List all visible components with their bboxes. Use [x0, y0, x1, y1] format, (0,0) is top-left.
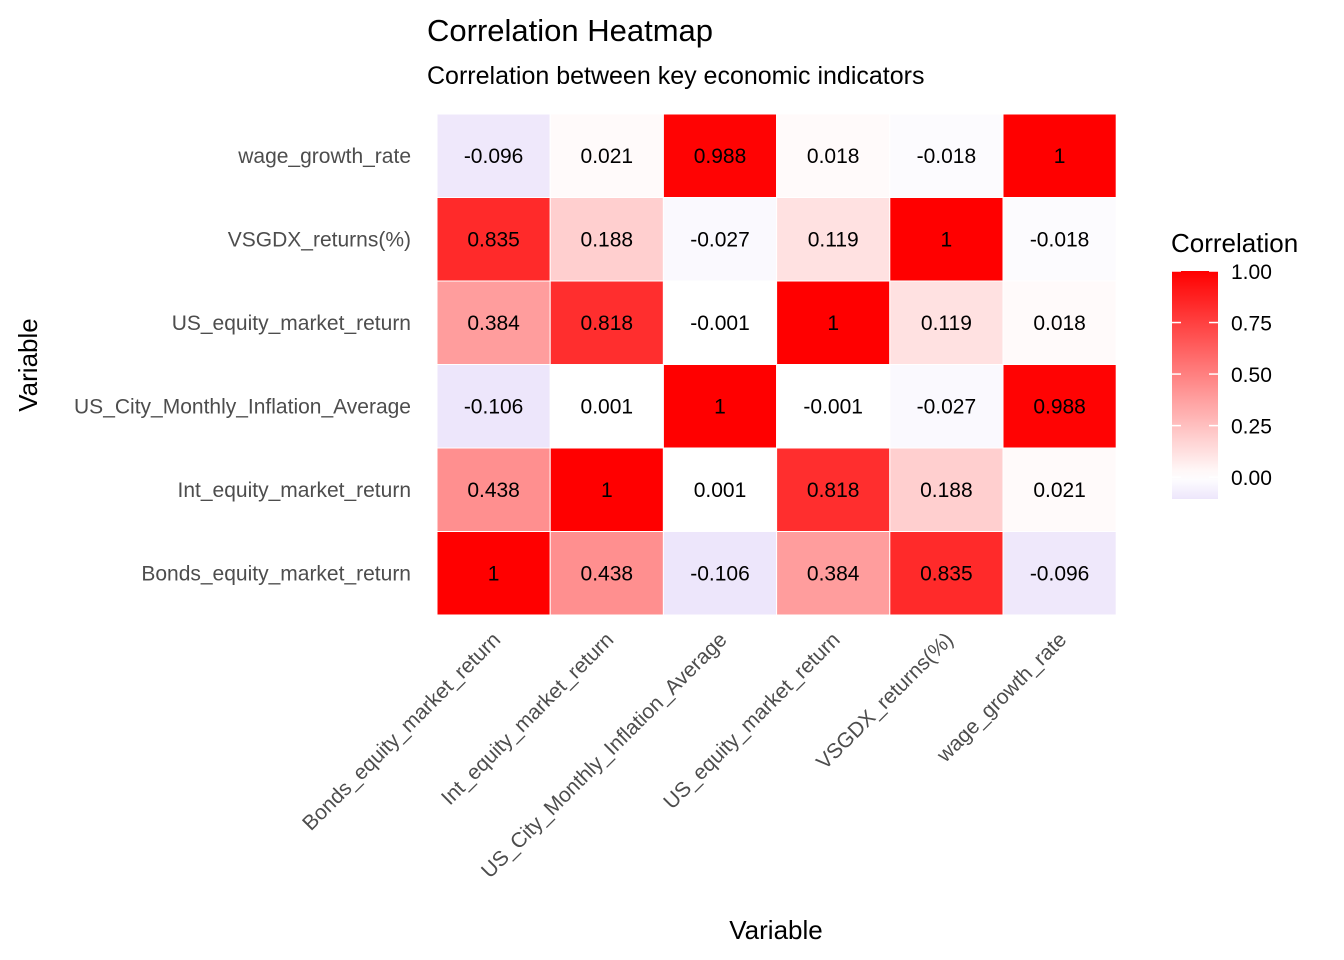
heatmap-cell: [436, 531, 551, 616]
heatmap-cell-label: -0.027: [917, 395, 977, 418]
heatmap-cells: [436, 113, 1117, 616]
x-axis-title: Variable: [729, 915, 822, 945]
y-axis-tick-label: Bonds_equity_market_return: [141, 562, 411, 585]
x-axis-tick-label: Bonds_equity_market_return: [298, 628, 505, 835]
heatmap-cell: [436, 113, 551, 198]
y-axis-tick-label: wage_growth_rate: [237, 145, 411, 168]
heatmap-cell-label: 0.438: [467, 479, 520, 502]
heatmap-cell: [662, 280, 778, 365]
heatmap-cell: [549, 447, 664, 532]
heatmap-cell-label: 0.001: [694, 479, 747, 502]
heatmap-cell: [436, 280, 551, 365]
heatmap-cell: [776, 447, 891, 532]
heatmap-cell-label: -0.018: [917, 145, 977, 168]
heatmap-cell-label: -0.096: [464, 145, 524, 168]
heatmap-cell: [889, 197, 1004, 282]
heatmap-cell: [1002, 447, 1117, 532]
heatmap-cell-label: 0.818: [581, 312, 634, 335]
heatmap-cell: [436, 364, 551, 449]
heatmap-cell: [436, 197, 551, 282]
heatmap-cell-label: -0.001: [803, 395, 863, 418]
heatmap-cell-label: 1: [714, 395, 726, 418]
heatmap-cell: [889, 531, 1004, 616]
heatmap-cell: [889, 364, 1004, 449]
y-axis-tick-label: VSGDX_returns(%): [228, 228, 411, 251]
heatmap-cell: [889, 280, 1004, 365]
heatmap-cell: [889, 113, 1004, 198]
heatmap-cell: [436, 447, 551, 532]
heatmap-cell-label: 0.438: [581, 562, 634, 585]
heatmap-cell-label: 0.021: [581, 145, 634, 168]
y-axis-tick-label: Int_equity_market_return: [178, 479, 411, 502]
heatmap-cell-label: 0.188: [920, 479, 973, 502]
heatmap-cell-label: -0.106: [690, 562, 750, 585]
heatmap-cell-label: -0.001: [690, 312, 750, 335]
heatmap-cell-label: 1: [1054, 145, 1066, 168]
heatmap-cell-label: 0.818: [807, 479, 860, 502]
heatmap-cell-label: -0.018: [1030, 228, 1090, 251]
heatmap-cell: [1002, 197, 1117, 282]
y-axis-tick-label: US_City_Monthly_Inflation_Average: [74, 395, 411, 418]
heatmap-cell-label: 0.835: [920, 562, 973, 585]
heatmap-cell: [1002, 531, 1117, 616]
heatmap-cell: [662, 447, 778, 532]
legend-ticks: 1.00 0.75 0.50 0.25 0.00: [1172, 261, 1272, 490]
heatmap-cell: [776, 364, 891, 449]
heatmap-cell: [776, 531, 891, 616]
heatmap-cell-label: 0.988: [694, 145, 747, 168]
heatmap-cell-label: 0.188: [581, 228, 634, 251]
y-axis-title: Variable: [13, 318, 43, 411]
heatmap-cell: [1002, 280, 1117, 365]
heatmap-cell-label: 0.384: [467, 312, 520, 335]
heatmap-cell: [776, 197, 891, 282]
color-legend: Correlation 1.00 0.75 0.50 0.25 0.00: [1171, 228, 1298, 499]
heatmap-cell-labels: 1 0.438 -0.106 0.384 0.835 -0.096 0.438 1 0.001 0…: [464, 145, 1090, 586]
heatmap-cell: [549, 280, 664, 365]
heatmap-cell: [662, 364, 778, 449]
x-axis-tick-labels: Bonds_equity_market_returnInt_equity_mar…: [298, 628, 1071, 883]
heatmap-cell-label: 0.021: [1033, 479, 1086, 502]
chart-title: Correlation Heatmap: [427, 13, 713, 48]
heatmap-cell-label: -0.096: [1030, 562, 1090, 585]
heatmap-cell-label: 0.119: [808, 228, 859, 251]
y-axis-tick-labels: Bonds_equity_market_return Int_equity_mar…: [74, 145, 411, 586]
legend-tick-label: 0.50: [1231, 364, 1272, 387]
legend-title: Correlation: [1171, 228, 1298, 258]
heatmap-cell-label: 1: [601, 479, 613, 502]
heatmap-cell-label: -0.106: [464, 395, 524, 418]
heatmap-cell-label: 1: [827, 312, 839, 335]
legend-tick-label: 0.75: [1231, 313, 1272, 336]
heatmap-cell-label: 0.119: [921, 312, 972, 335]
heatmap-cell-label: 0.001: [581, 395, 634, 418]
heatmap-cell: [549, 531, 664, 616]
heatmap-cell-label: -0.027: [690, 228, 750, 251]
heatmap-cell-label: 0.988: [1033, 395, 1086, 418]
heatmap-cell: [776, 113, 891, 198]
heatmap-cell-label: 0.018: [1033, 312, 1086, 335]
chart-subtitle: Correlation between key economic indicat…: [427, 62, 924, 90]
legend-tick-label: 1.00: [1231, 261, 1272, 284]
heatmap-cell-label: 1: [488, 562, 500, 585]
heatmap-cell-label: 0.384: [807, 562, 860, 585]
heatmap-cell-label: 0.835: [467, 228, 520, 251]
heatmap-cell-label: 0.018: [807, 145, 860, 168]
heatmap-cell-label: 1: [941, 228, 953, 251]
x-axis-tick-label: US_City_Monthly_Inflation_Average: [477, 628, 732, 883]
heatmap-cell: [1002, 113, 1117, 198]
heatmap-cell: [662, 197, 778, 282]
legend-tick-label: 0.00: [1231, 467, 1272, 490]
legend-tick-label: 0.25: [1231, 416, 1272, 439]
heatmap-cell: [1002, 364, 1117, 449]
y-axis-tick-label: US_equity_market_return: [172, 312, 411, 335]
legend-colorbar: [1172, 271, 1218, 499]
